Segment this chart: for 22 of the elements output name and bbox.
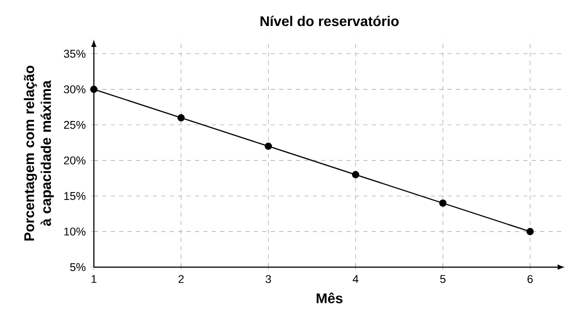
point [90,86,98,93]
y-tick-label: 25% [64,120,86,129]
x-tick-label: 5 [440,275,446,283]
chart-title: Nível do reservatório [260,16,399,26]
point [439,199,447,207]
point [177,114,185,122]
x-tick-label: 3 [266,275,271,284]
y-tick-label: 5% [70,263,86,272]
x-tick-label: 4 [352,275,358,283]
point [526,228,534,236]
point [264,142,272,150]
x-axis-title: Mês [316,292,343,304]
y-tick-label: 30% [64,85,86,94]
y-tick-label: 10% [64,228,86,236]
y-axis-title: Porcentagem com relação à capacidade máxima [24,66,54,241]
point [352,171,360,178]
y-tick-label: 35% [64,50,86,58]
y-tick-label: 20% [64,156,86,164]
x-tick-label: 1 [92,275,96,283]
y-tick-label: 15% [64,192,86,200]
x-tick-label: 2 [178,275,184,283]
x-tick-label: 6 [528,275,533,284]
